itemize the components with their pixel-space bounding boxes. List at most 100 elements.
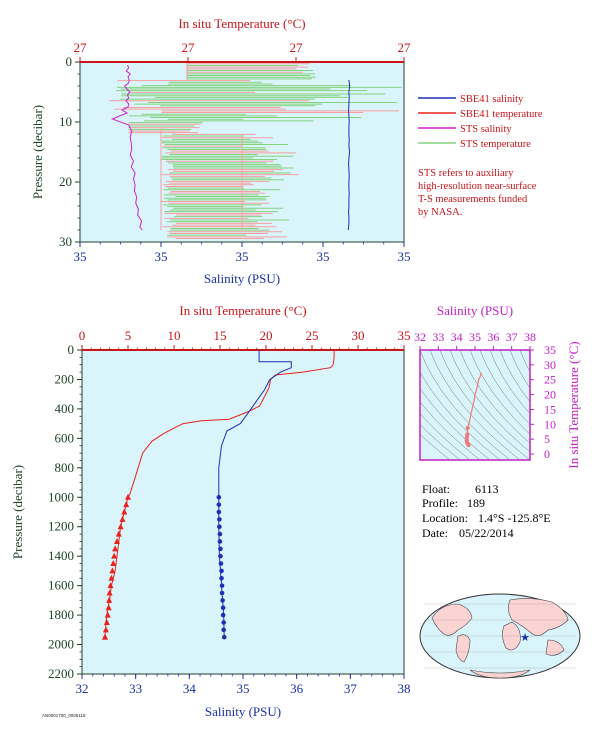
full-profile-temperature-ticks: 0 5 10 15 20 25 30 35 <box>79 328 411 350</box>
ts-top-tick-label: 37 <box>506 330 518 344</box>
top-tick-label: 27 <box>182 40 196 55</box>
bottom-tick-label: 34 <box>183 681 197 696</box>
ts-right-tick-label: 30 <box>544 358 556 372</box>
float-label: Float: <box>422 482 450 496</box>
bottom-tick-label: 35 <box>74 249 87 264</box>
legend-label: STS temperature <box>460 139 531 150</box>
top-tick-label: 20 <box>260 328 273 343</box>
salinity-marker <box>217 531 223 537</box>
ts-right-tick-label: 0 <box>544 447 550 461</box>
legend-label: SBE41 temperature <box>460 109 543 120</box>
density-contour <box>420 387 491 460</box>
salinity-marker <box>220 612 226 618</box>
density-contour <box>489 350 530 415</box>
ts-top-tick-label: 33 <box>432 330 444 344</box>
y-tick-label: 1600 <box>48 578 74 593</box>
temperature-marker <box>104 611 111 618</box>
temperature-marker <box>115 530 122 537</box>
salinity-marker <box>218 553 223 559</box>
top-tick-label: 15 <box>214 328 227 343</box>
sts-note-line-2: high-resolution near-surface <box>418 181 537 192</box>
temperature-marker <box>103 618 110 625</box>
temperature-marker <box>125 493 131 500</box>
ts-density-contours <box>420 350 530 460</box>
bottom-tick-label: 37 <box>344 681 358 696</box>
top-tick-label: 10 <box>168 328 181 343</box>
temperature-marker <box>112 545 119 552</box>
top-tick-label: 27 <box>290 40 304 55</box>
y-tick-label: 10 <box>59 114 72 129</box>
near-surface-y-axis-label: Pressure (decibar) <box>30 105 45 199</box>
ts-top-tick-label: 38 <box>524 330 536 344</box>
y-tick-label: 2000 <box>48 637 74 652</box>
full-profile-chart: 0200400600800100012001400160018002000220… <box>10 303 411 719</box>
density-contour <box>420 371 501 460</box>
top-tick-label: 35 <box>398 328 411 343</box>
ts-series <box>464 372 483 448</box>
y-tick-label: 1800 <box>48 607 74 622</box>
y-tick-label: 20 <box>59 174 72 189</box>
salinity-marker <box>219 568 224 574</box>
y-tick-label: 0 <box>66 54 73 69</box>
date-value: 05/22/2014 <box>459 526 514 540</box>
float-value: 6113 <box>475 482 499 496</box>
y-tick-label: 2200 <box>48 666 74 681</box>
salinity-marker <box>217 524 222 530</box>
sts-note-line-3: T-S measurements funded <box>418 194 528 205</box>
y-tick-label: 400 <box>55 401 75 416</box>
salinity-marker <box>221 627 226 633</box>
temperature-marker <box>110 560 117 567</box>
ts-right-axis-label: In situ Temperature (°C) <box>566 341 581 468</box>
temperature-marker <box>117 523 124 530</box>
salinity-marker <box>219 590 225 596</box>
density-contour <box>479 350 530 425</box>
ts-top-tick-label: 35 <box>469 330 481 344</box>
full-profile-markers <box>102 493 227 640</box>
bottom-tick-label: 36 <box>290 681 304 696</box>
top-tick-label: 30 <box>352 328 365 343</box>
sts-note: STS refers to auxiliary high-resolution … <box>418 168 537 218</box>
bottom-tick-label: 35 <box>155 249 168 264</box>
salinity-marker <box>218 561 224 566</box>
temperature-marker <box>121 508 128 515</box>
temperature-marker <box>102 626 109 633</box>
ts-plot-area <box>419 349 531 461</box>
sts-note-line-1: STS refers to auxiliary <box>418 168 514 179</box>
full-profile-bottom-axis-label: Salinity (PSU) <box>205 704 281 719</box>
bottom-tick-label: 35 <box>237 681 250 696</box>
ts-right-tick-label: 15 <box>544 402 556 416</box>
ts-top-tick-label: 32 <box>414 330 426 344</box>
map-graticule <box>424 603 576 669</box>
location-label: Location: <box>422 511 468 525</box>
bottom-tick-label: 35 <box>317 249 330 264</box>
profile-value: 189 <box>467 496 485 510</box>
date-label: Date: <box>422 526 448 540</box>
full-profile-y-axis-label: Pressure (decibar) <box>10 465 25 559</box>
density-contour <box>509 350 530 389</box>
ts-point <box>465 425 470 430</box>
y-tick-label: 0 <box>68 342 75 357</box>
near-surface-series <box>111 64 351 231</box>
salinity-marker <box>217 517 222 522</box>
temperature-marker <box>105 604 112 611</box>
y-tick-label: 30 <box>59 234 72 249</box>
top-tick-label: 5 <box>125 328 132 343</box>
sts-note-line-4: by NASA. <box>418 207 462 218</box>
temperature-marker <box>107 582 114 589</box>
salinity-marker <box>216 502 222 507</box>
ts-right-tick-label: 5 <box>544 432 550 446</box>
temperature-marker <box>123 501 130 508</box>
sbe41-salinity-line <box>347 79 351 231</box>
float-location-marker: ★ <box>520 632 530 644</box>
salinity-marker <box>221 620 226 625</box>
ts-salinity-ticks: 32 33 34 35 36 37 38 <box>414 330 536 350</box>
full-profile-y-ticks: 0 200 400 600 800 1000 1200 1400 1600 1800 2000 220… <box>48 342 82 681</box>
density-contour <box>429 350 521 460</box>
salinity-marker <box>216 509 222 515</box>
legend-label: SBE41 salinity <box>460 94 524 105</box>
temperature-marker <box>111 552 118 559</box>
ts-top-tick-label: 36 <box>487 330 499 344</box>
